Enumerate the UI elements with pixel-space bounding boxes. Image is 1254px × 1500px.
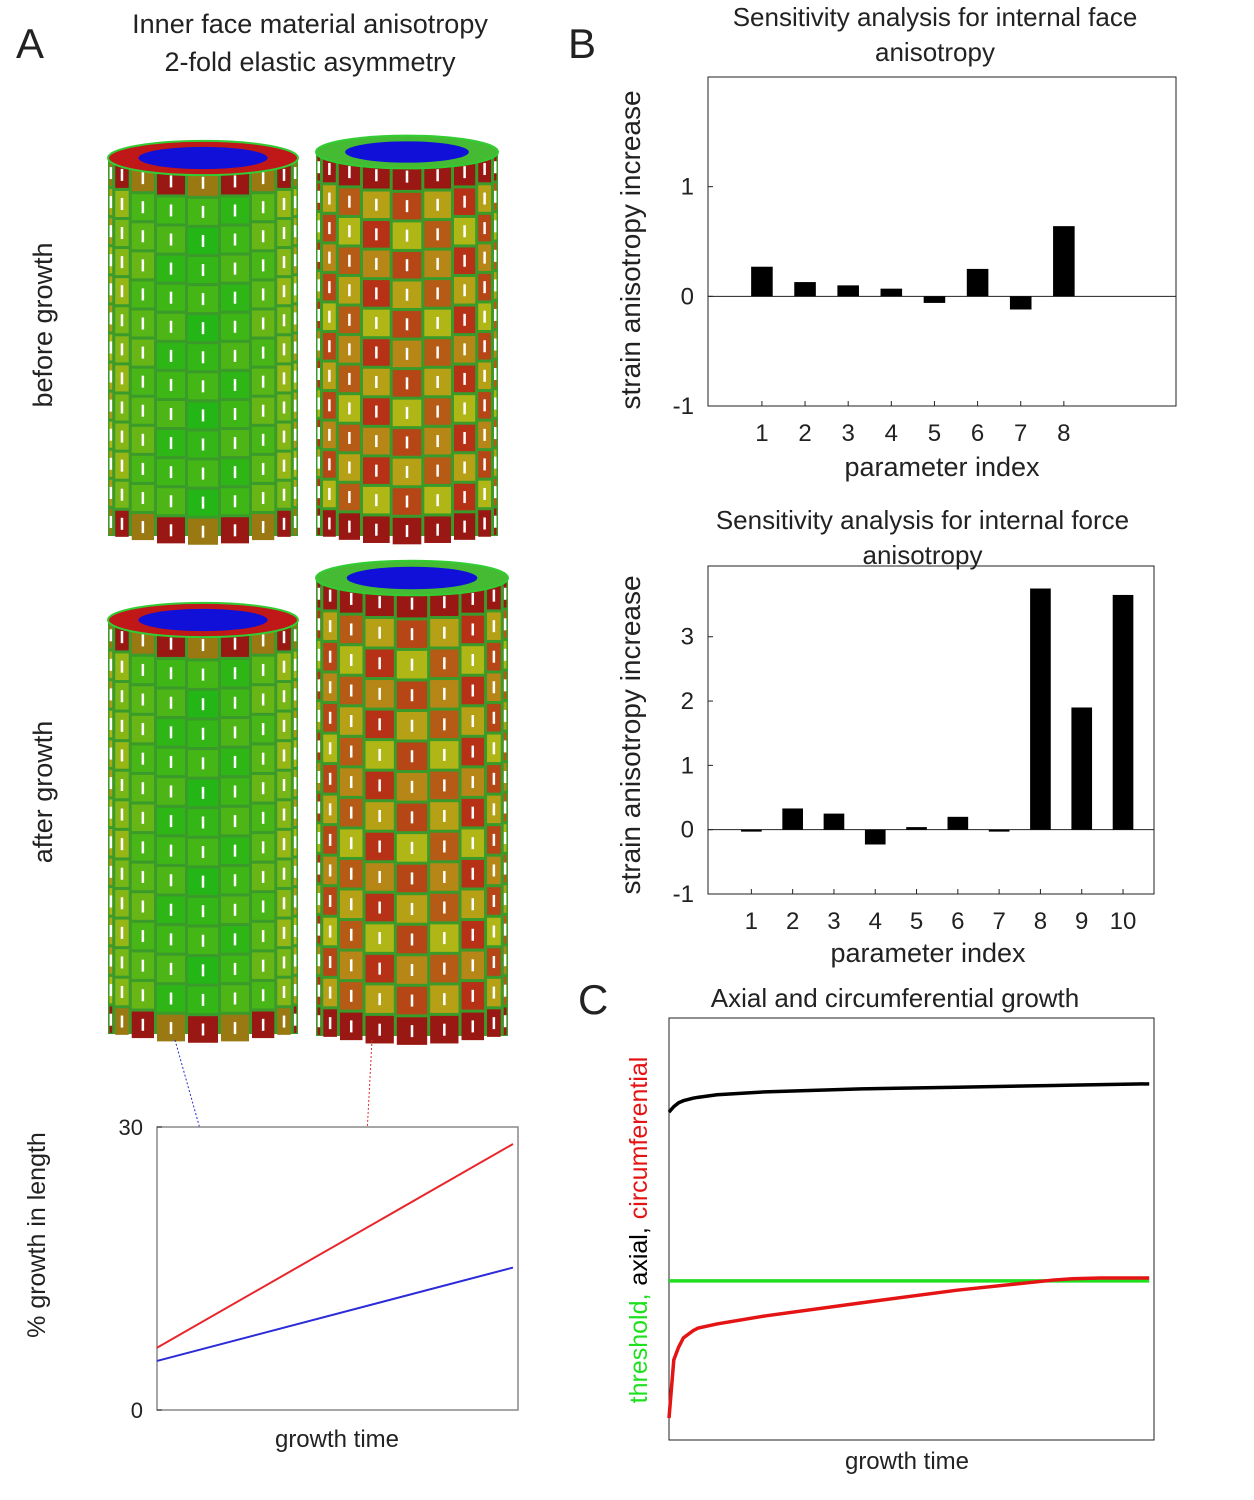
plot-frame: [156, 1126, 519, 1411]
bar: [864, 829, 886, 845]
x-tick-label: 9: [1075, 908, 1088, 935]
line-series: [667, 1082, 1150, 1114]
panel-label: B: [568, 20, 596, 67]
x-tick-label: 6: [971, 420, 984, 447]
y-axis-label: strain anisotropy increase: [615, 90, 646, 409]
legend-entry: circumferential: [625, 1057, 653, 1220]
bar: [906, 827, 927, 830]
x-tick-label: 10: [1110, 908, 1137, 935]
x-tick-label: 1: [745, 908, 758, 935]
x-tick-label: 4: [885, 420, 898, 447]
bar: [947, 816, 969, 830]
x-tick-label: 3: [827, 908, 840, 935]
x-tick-label: 6: [951, 908, 964, 935]
line-series: [156, 1266, 514, 1362]
panel-label: A: [16, 20, 44, 67]
y-axis-label: % growth in length: [23, 1132, 51, 1338]
bar: [741, 829, 762, 832]
y-tick-label: -1: [673, 881, 694, 908]
x-axis-label: growth time: [845, 1448, 969, 1475]
chart-title: Sensitivity analysis for internal force …: [715, 505, 1130, 570]
row-label: before growth: [28, 242, 58, 407]
y-tick-label: 1: [681, 752, 694, 779]
line-series: [667, 1276, 1150, 1419]
y-tick-label: 0: [681, 817, 694, 844]
y-axis-label: strain anisotropy increase: [615, 575, 646, 894]
x-tick-label: 3: [842, 420, 855, 447]
bar: [1071, 707, 1093, 830]
y-tick-label: 1: [681, 174, 694, 201]
bar: [988, 829, 1010, 832]
bar: [1112, 594, 1134, 830]
x-tick-label: 1: [755, 420, 768, 447]
x-tick-label: 2: [786, 908, 799, 935]
x-tick-label: 8: [1057, 420, 1070, 447]
plot-frame: [668, 1017, 1155, 1441]
y-axis-label: threshold, axial, circumferential: [625, 1057, 653, 1404]
panel-label: C: [578, 976, 608, 1023]
row-label: after growth: [28, 721, 58, 864]
bar: [1030, 588, 1051, 830]
plot-frame: [707, 76, 1177, 407]
bar: [923, 296, 946, 303]
bar: [823, 813, 845, 830]
bar: [837, 285, 859, 297]
bar: [966, 268, 989, 297]
chart-title-box: Sensitivity analysis for internal face a…: [732, 2, 1138, 67]
bar: [1009, 296, 1032, 310]
x-tick-label: 4: [869, 908, 882, 935]
y-tick-label: -1: [673, 393, 694, 420]
cylinder-lumen: [138, 608, 268, 632]
x-tick-label: 8: [1034, 908, 1047, 935]
x-axis-label: parameter index: [844, 452, 1040, 482]
x-tick-label: 5: [928, 420, 941, 447]
panel-title: Inner face material anisotropy: [132, 9, 488, 39]
y-tick-label: 3: [681, 624, 694, 651]
chart-title: Sensitivity analysis for internal face a…: [732, 2, 1138, 67]
y-tick-label: 30: [119, 1115, 143, 1140]
bar: [782, 808, 803, 830]
chart-title: Axial and circumferential growth: [710, 983, 1080, 1013]
x-tick-label: 2: [798, 420, 811, 447]
bar: [1053, 226, 1075, 297]
cylinder-lumen: [346, 566, 478, 590]
cylinders: [107, 134, 509, 1045]
x-tick-label: 5: [910, 908, 923, 935]
chart-title-box: Sensitivity analysis for internal force …: [715, 505, 1130, 570]
cylinder-lumen: [345, 141, 469, 163]
bar: [751, 266, 773, 297]
legend-entry: axial,: [625, 1227, 653, 1285]
panel-title: 2-fold elastic asymmetry: [164, 47, 456, 77]
bar: [880, 288, 903, 297]
legend-entry: threshold,: [625, 1294, 653, 1404]
y-tick-label: 0: [131, 1398, 143, 1423]
bar: [794, 282, 816, 297]
line-series: [156, 1143, 514, 1349]
y-tick-label: 2: [681, 688, 694, 715]
cylinder-lumen: [138, 146, 268, 170]
chart-title-box: Axial and circumferential growth: [710, 983, 1080, 1013]
x-tick-label: 7: [992, 908, 1005, 935]
x-tick-label: 7: [1014, 420, 1027, 447]
x-axis-label: parameter index: [830, 938, 1026, 968]
x-axis-label: growth time: [275, 1426, 399, 1453]
y-tick-label: 0: [681, 283, 694, 310]
